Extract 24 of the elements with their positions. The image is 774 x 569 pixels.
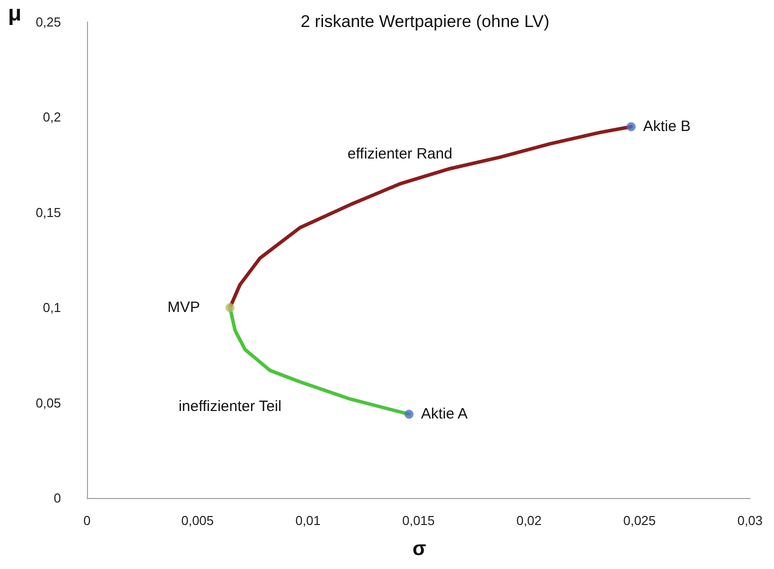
y-tick-label: 0 <box>54 490 61 506</box>
y-tick-label: 0,1 <box>42 300 61 316</box>
y-tick-label: 0,25 <box>36 14 61 30</box>
x-axis-title: σ <box>412 538 426 560</box>
annotation: Aktie B <box>643 118 691 136</box>
annotation: MVP <box>167 299 200 316</box>
series-label: ineffizienter Teil <box>178 398 282 415</box>
y-tick-label: 0,15 <box>36 204 61 220</box>
y-tick-label: 0,2 <box>42 110 61 125</box>
series-label: effizienter Rand <box>348 145 452 162</box>
point <box>404 410 414 419</box>
x-tick-label: 0,005 <box>181 513 214 528</box>
x-tick-label: 0,03 <box>737 513 763 528</box>
y-tick-label: 0,05 <box>36 395 61 410</box>
x-tick-label: 0,02 <box>516 513 542 528</box>
x-tick-label: 0,015 <box>402 513 435 528</box>
point <box>225 303 234 312</box>
x-tick-label: 0 <box>83 513 91 528</box>
x-tick-label: 0,025 <box>623 513 656 528</box>
annotation: Aktie A <box>420 406 468 423</box>
chart-title: 2 riskante Wertpapiere (ohne LV) <box>300 12 550 31</box>
y-axis-title: μ <box>8 0 22 26</box>
x-tick-label: 0,01 <box>295 513 321 528</box>
point <box>626 122 636 132</box>
